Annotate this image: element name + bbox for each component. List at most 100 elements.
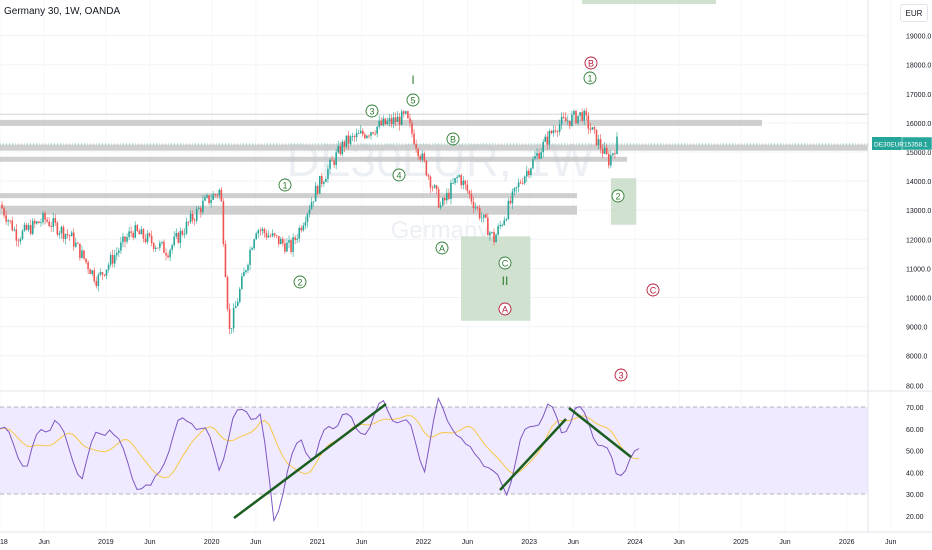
candle-body	[200, 208, 202, 213]
candle-body	[179, 230, 182, 243]
wave-label-circle	[392, 168, 406, 182]
candle-body	[521, 182, 524, 184]
candle-body	[236, 301, 239, 307]
time-axis[interactable]: 2018 Jun 2019 Jun 2020 Jun 2021 Jun 2022 Jun 2023 J…	[0, 539, 897, 546]
wave-label-circle-red	[614, 368, 628, 382]
candle-body	[411, 122, 413, 134]
symbol-title[interactable]: Germany 30, 1W, OANDA	[4, 6, 121, 17]
candle-body	[534, 156, 536, 160]
price-tick-label: 19000.0	[906, 34, 931, 41]
wave-label-green: I	[411, 73, 414, 87]
candle-body	[224, 243, 227, 278]
candle-body	[89, 269, 91, 274]
candle-body	[161, 241, 163, 243]
candle-body	[587, 115, 590, 129]
candle-body	[470, 193, 473, 202]
candle-body	[187, 221, 190, 223]
candle-body	[70, 232, 73, 237]
candle-body	[499, 224, 501, 227]
candle-body	[308, 209, 311, 214]
candle-body	[312, 201, 315, 203]
candle-body	[191, 213, 194, 221]
candle-body	[472, 201, 475, 209]
candle-body	[142, 229, 145, 239]
rsi-tick-label: 40.00	[906, 470, 924, 477]
candle-body	[575, 111, 577, 124]
candle-body	[546, 136, 549, 145]
candle-body	[407, 111, 409, 119]
candle-body	[46, 219, 48, 222]
candle-body	[134, 225, 137, 238]
candle-body	[569, 121, 571, 126]
candle-body	[351, 136, 354, 137]
candle-body	[62, 226, 65, 239]
candle-body	[157, 247, 159, 249]
candle-body	[573, 111, 575, 115]
candle-body	[380, 120, 383, 126]
wave-label-red: A	[502, 305, 508, 315]
price-axis[interactable]: 19000.0 18000.0 17000.0 16000.0 15000.0 14000…	[906, 34, 931, 361]
candle-body	[249, 249, 251, 265]
candle-body	[421, 153, 424, 160]
candle-body	[11, 220, 14, 231]
candle-body	[511, 191, 514, 204]
candle-body	[579, 112, 581, 116]
currency-button[interactable]: EUR	[900, 4, 928, 22]
candle-body	[1, 204, 3, 209]
price-tick-label: 13000.0	[906, 208, 931, 215]
rsi-pane[interactable]	[0, 396, 868, 523]
sr-band	[0, 193, 577, 199]
candle-body	[304, 222, 307, 226]
candle-body	[376, 126, 378, 134]
candle-body	[150, 235, 153, 243]
candle-body	[280, 238, 282, 245]
candle-body	[29, 225, 32, 234]
candle-body	[403, 111, 405, 114]
trendline-3	[568, 407, 632, 458]
price-tick-label: 10000.0	[906, 296, 931, 303]
candle-body	[589, 128, 592, 130]
time-tick-label: 2023	[521, 539, 537, 546]
candle-body	[126, 237, 128, 242]
candle-body	[446, 192, 448, 201]
wave-label-circle	[446, 132, 460, 146]
candle-body	[564, 117, 567, 122]
rsi-axis[interactable]: 80.00 70.00 60.00 50.00 40.00 30.00 20.00	[906, 383, 924, 521]
candle-body	[466, 184, 469, 192]
candle-body	[482, 214, 485, 218]
candle-body	[310, 202, 313, 210]
candle-body	[116, 252, 118, 256]
candle-body	[195, 208, 198, 221]
price-tick-label: 12000.0	[906, 237, 931, 244]
candle-body	[19, 239, 22, 242]
candle-body	[489, 232, 491, 236]
candle-body	[243, 272, 245, 277]
candle-body	[269, 235, 272, 237]
candle-body	[107, 264, 110, 270]
candle-body	[577, 115, 579, 124]
candle-body	[128, 231, 130, 238]
price-tick-label: 15000.0	[906, 150, 931, 157]
candle-body	[68, 235, 71, 237]
candle-body	[218, 189, 221, 196]
wave-label-circle	[611, 189, 625, 203]
candle-body	[265, 233, 268, 238]
candle-body	[263, 228, 266, 234]
candle-body	[113, 255, 116, 264]
rsi-line	[0, 396, 640, 523]
candle-body	[454, 178, 456, 183]
candle-body	[460, 175, 462, 186]
candle-body	[392, 117, 395, 124]
candle-body	[284, 243, 286, 252]
candle-body	[167, 255, 169, 258]
candle-body	[54, 218, 57, 223]
candle-body	[144, 238, 147, 243]
candle-body	[409, 118, 411, 123]
candle-body	[523, 176, 526, 184]
candle-body	[99, 272, 102, 275]
candle-body	[345, 135, 348, 147]
candle-body	[300, 227, 303, 231]
candle-body	[85, 258, 87, 263]
candle-body	[478, 207, 481, 219]
